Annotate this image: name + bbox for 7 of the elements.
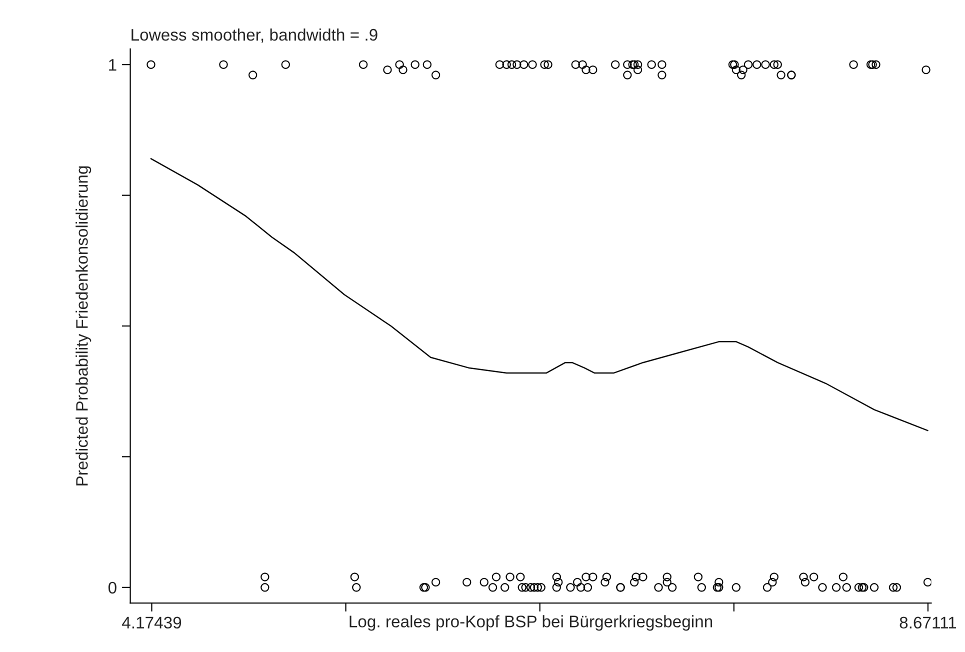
- x-tick-label: 8.67111: [900, 616, 956, 629]
- x-axis-title: Log. reales pro-Kopf BSP bei Bürgerkriegsbeginn: [350, 615, 712, 631]
- y-tick-label: 0: [108, 582, 116, 594]
- y-tick-label: 1: [109, 59, 116, 71]
- x-tick-label: 4.17439: [122, 616, 182, 629]
- y-axis-title: Predicted Probability Friedenkonsolidierung: [76, 166, 92, 486]
- chart-title: Lowess smoother, bandwidth = .9: [132, 28, 378, 43]
